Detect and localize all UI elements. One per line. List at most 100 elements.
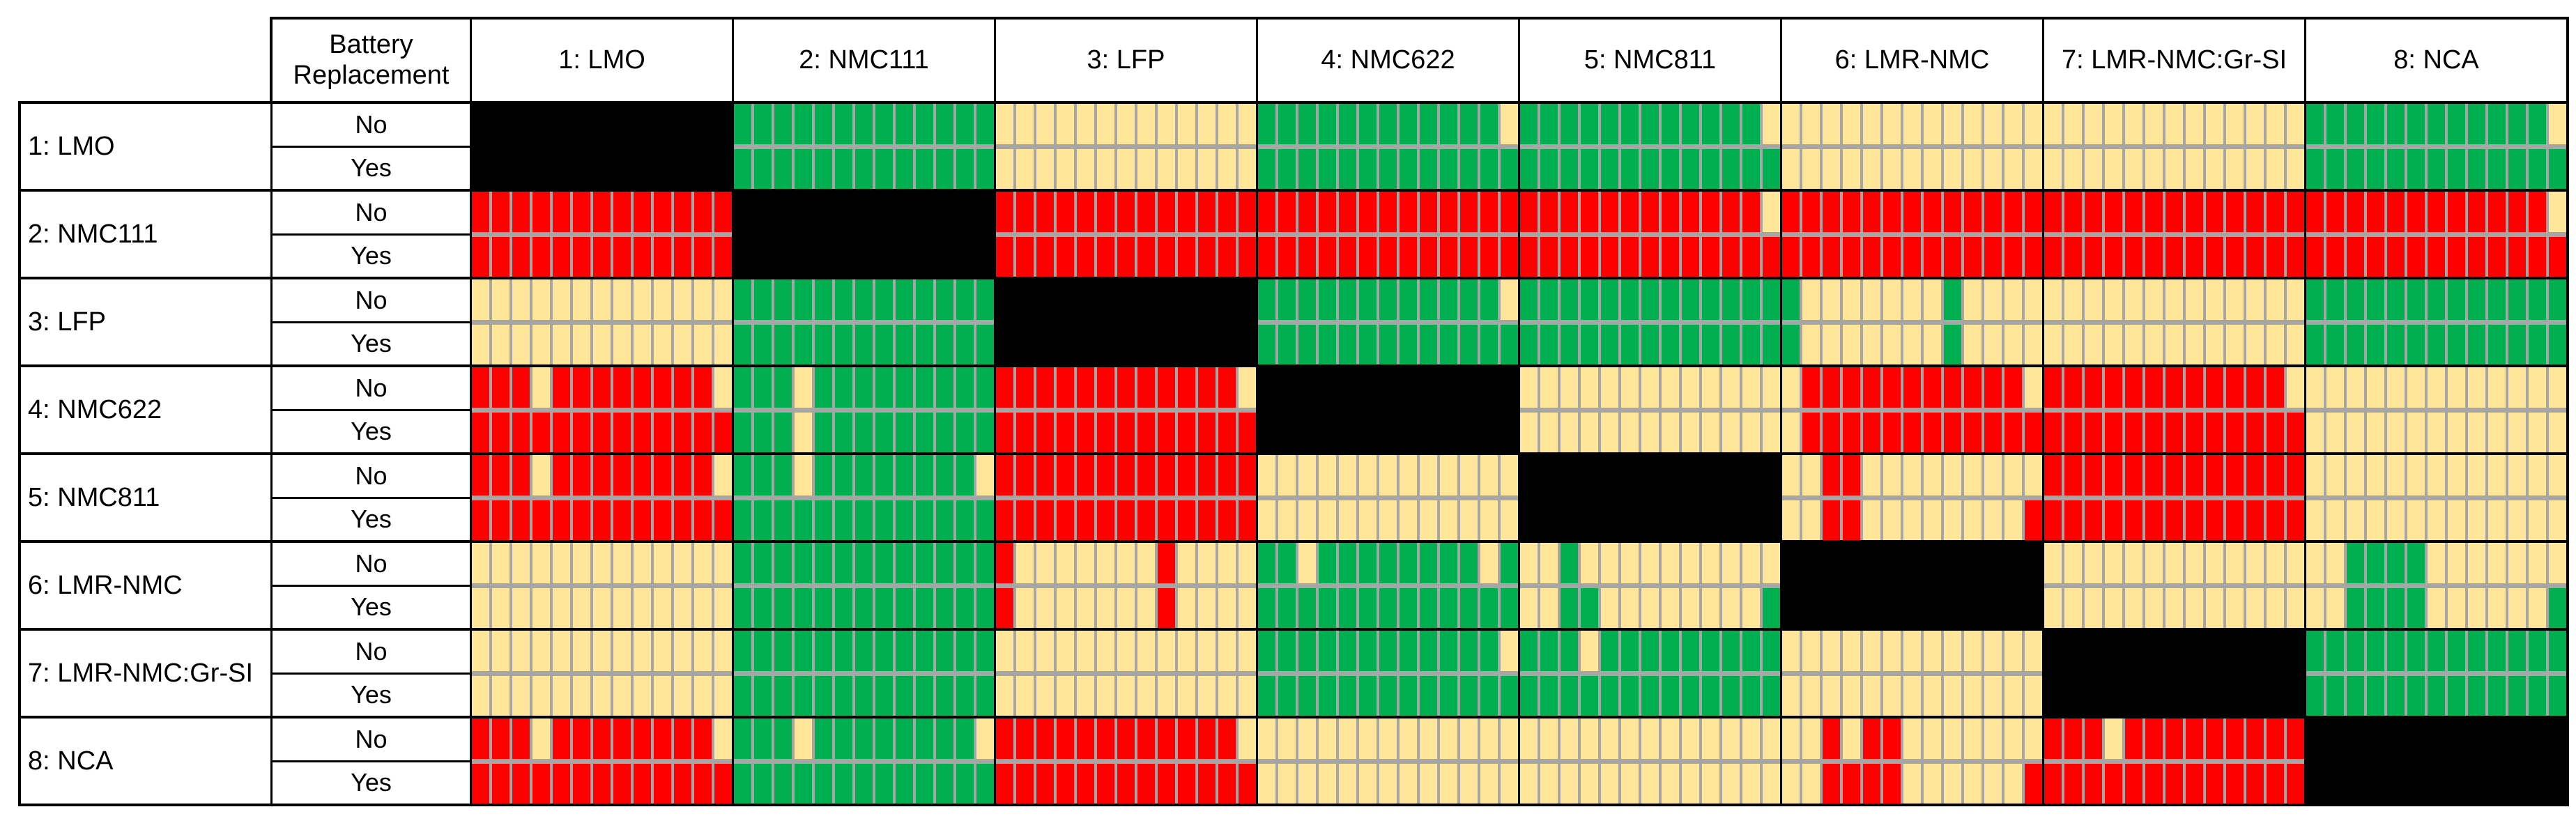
stripe — [1198, 104, 1216, 144]
stripe — [1520, 587, 1538, 628]
stripe — [936, 675, 953, 716]
stripe — [1379, 675, 1397, 716]
stripe — [1984, 675, 2002, 716]
stripe — [2407, 543, 2425, 583]
stripe — [1137, 631, 1155, 671]
stripe — [2085, 367, 2102, 408]
stripe-subrow — [472, 763, 732, 804]
stripe — [795, 455, 812, 495]
stripe — [1077, 675, 1094, 716]
stripe — [1662, 367, 1679, 408]
stripe — [2246, 455, 2264, 495]
stripe — [1984, 631, 2002, 671]
stripe-subrow — [1782, 763, 2042, 804]
stripe — [1440, 455, 1457, 495]
column-header-3: 3: LFP — [996, 20, 1256, 101]
stripe — [2206, 367, 2223, 408]
battery-option-cell: Yes — [273, 323, 470, 364]
stripe — [2488, 455, 2506, 495]
stripe — [1742, 324, 1760, 364]
stripe — [573, 587, 590, 628]
stripe — [1520, 279, 1538, 320]
stripe — [2549, 587, 2566, 628]
stripe-subrow — [1258, 763, 1518, 804]
stripe — [2186, 587, 2203, 628]
stripe — [2064, 455, 2082, 495]
stripe — [2125, 236, 2142, 277]
stripe — [1016, 412, 1034, 452]
stripe — [1621, 236, 1639, 277]
stripe — [875, 148, 893, 189]
stripe — [2025, 718, 2042, 759]
stripe — [1178, 543, 1195, 583]
stripe — [2468, 500, 2485, 540]
stripe — [2206, 279, 2223, 320]
stripe — [1561, 148, 1578, 189]
stripe — [1903, 279, 1921, 320]
stripe — [2004, 675, 2022, 716]
stripe — [996, 631, 1013, 671]
stripe — [815, 455, 832, 495]
stripe — [996, 148, 1013, 189]
stripe — [1742, 192, 1760, 232]
stripe — [1763, 104, 1780, 144]
stripe — [1924, 455, 1941, 495]
stripe — [2206, 148, 2223, 189]
stripe — [1540, 192, 1558, 232]
column-header-2: 2: NMC111 — [734, 20, 994, 101]
stripe-subrow — [472, 543, 732, 588]
stripe — [2508, 500, 2526, 540]
stripe — [2326, 543, 2344, 583]
stripe-subrow — [734, 718, 994, 764]
stripe — [613, 324, 631, 364]
stripe — [855, 675, 873, 716]
stripe — [2347, 631, 2364, 671]
matrix-cell-diagonal — [2306, 718, 2566, 804]
stripe — [1298, 279, 1316, 320]
stripe-subrow — [734, 543, 994, 588]
stripe — [754, 718, 772, 759]
stripe — [2468, 104, 2485, 144]
stripe — [734, 412, 751, 452]
stripe — [2306, 587, 2324, 628]
stripe — [1662, 324, 1679, 364]
stripe-subrow — [996, 236, 1256, 277]
stripe — [2145, 367, 2163, 408]
stripe — [1298, 543, 1316, 583]
stripe — [1944, 104, 1961, 144]
stripe — [1823, 324, 1840, 364]
stripe — [1359, 148, 1377, 189]
stripe — [634, 455, 651, 495]
stripe — [2488, 587, 2506, 628]
stripe — [976, 587, 994, 628]
stripe — [1278, 104, 1296, 144]
stripe — [512, 718, 530, 759]
stripe — [2004, 412, 2022, 452]
stripe — [1924, 192, 1941, 232]
stripe — [1339, 500, 1356, 540]
stripe — [1802, 236, 1820, 277]
stripe — [1561, 236, 1578, 277]
stripe — [512, 324, 530, 364]
stripe-subrow — [472, 279, 732, 325]
stripe — [2468, 631, 2485, 671]
stripe — [996, 367, 1013, 408]
stripe — [1198, 543, 1216, 583]
stripe — [2186, 192, 2203, 232]
stripe — [694, 675, 712, 716]
stripe — [553, 192, 570, 232]
stripe — [1016, 148, 1034, 189]
stripe — [1420, 631, 1437, 671]
stripe — [1520, 718, 1538, 759]
stripe-subrow — [996, 631, 1256, 676]
stripe — [916, 279, 933, 320]
stripe-subrow — [2306, 104, 2566, 149]
stripe — [2165, 324, 2183, 364]
stripe-subrow — [2044, 587, 2304, 628]
matrix-cell — [996, 104, 1256, 189]
stripe — [855, 718, 873, 759]
stripe — [1944, 324, 1961, 364]
stripe — [553, 324, 570, 364]
stripe — [1782, 631, 1800, 671]
stripe — [2326, 675, 2344, 716]
